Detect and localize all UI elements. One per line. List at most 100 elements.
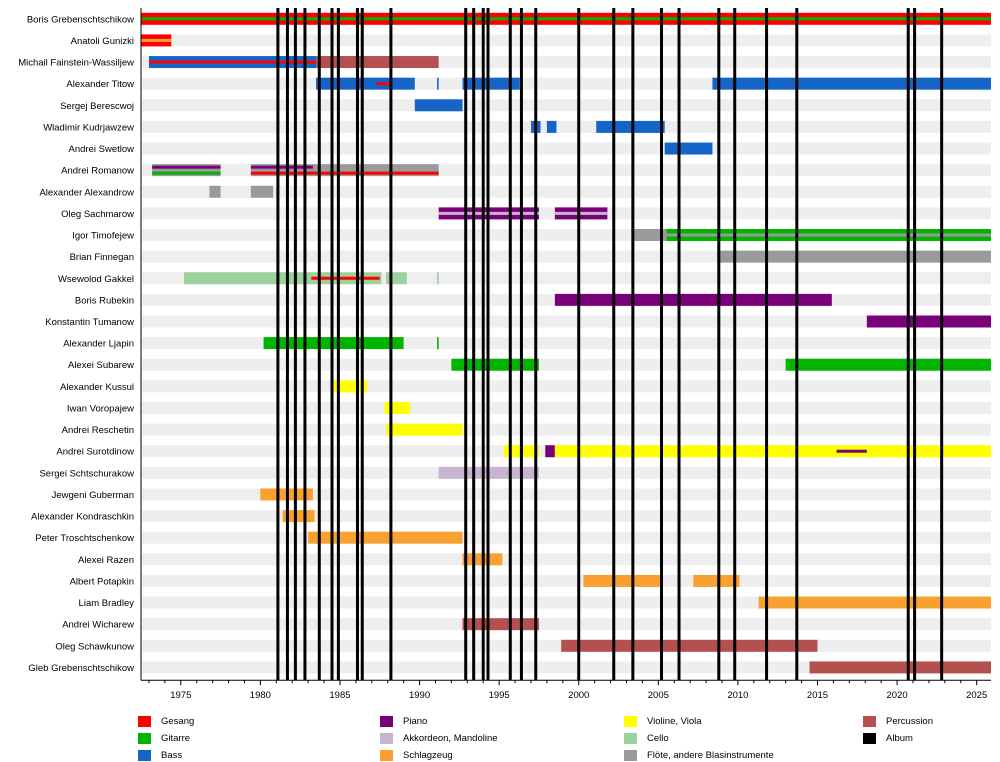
legend-swatch: [624, 749, 637, 761]
legend-item-bass: Bass: [138, 748, 182, 762]
member-label: Igor Timofejew: [72, 231, 134, 242]
member-label: Jewgeni Guberman: [52, 490, 134, 501]
bar-gitarre-accent: [152, 171, 221, 175]
album-line: [913, 8, 917, 681]
member-label: Albert Potapkin: [70, 576, 134, 587]
row-stripes: [141, 12, 991, 674]
row-stripe: [141, 488, 991, 501]
bar-bass: [712, 77, 991, 90]
bar-gesang-accent: [250, 171, 439, 175]
member-label: Gleb Grebenschtschikow: [28, 663, 134, 674]
member-label: Andrei Swetlow: [69, 144, 135, 155]
legend-item-cello: Cello: [624, 731, 669, 745]
bar-bass: [546, 120, 557, 133]
bar-floete: [250, 185, 274, 198]
member-label: Alexander Alexandrow: [39, 187, 134, 198]
album-line: [472, 8, 476, 681]
bar-floete-accent: [666, 233, 991, 237]
album-line: [336, 8, 340, 681]
member-label: Alexei Razen: [78, 555, 134, 566]
row-stripe: [141, 661, 991, 674]
row-stripe: [141, 358, 991, 371]
bar-percussion: [561, 639, 818, 652]
album-line: [717, 8, 721, 681]
x-tick-label: 1985: [329, 690, 350, 701]
album-line: [303, 8, 307, 681]
row-stripe: [141, 618, 991, 631]
member-label: Konstantin Tumanow: [45, 317, 134, 328]
bar-piano: [866, 315, 991, 328]
bar-violine: [384, 401, 411, 414]
legend-swatch: [624, 715, 637, 727]
bar-schlagzeug: [308, 531, 463, 544]
bar-piano-accent: [250, 165, 313, 169]
legend-label: Gitarre: [161, 732, 191, 744]
member-label: Sergei Schtschurakow: [39, 468, 134, 479]
bar-akkordeon-accent: [554, 211, 608, 215]
bar-gesang-accent: [311, 276, 380, 280]
legend-item-akkordeon: Akkordeon, Mandoline: [380, 731, 498, 745]
album-line: [733, 8, 737, 681]
bar-bass: [596, 120, 665, 133]
bar-gitarre: [437, 337, 439, 350]
member-label: Oleg Sachmarow: [61, 209, 134, 220]
row-stripe: [141, 185, 991, 198]
album-line: [534, 8, 538, 681]
bar-schlagzeug: [583, 574, 660, 587]
row-stripe: [141, 574, 991, 587]
member-label: Andrei Romanow: [61, 166, 134, 177]
album-line: [765, 8, 769, 681]
legend-swatch: [138, 715, 151, 727]
member-label: Wladimir Kudrjawzew: [43, 122, 134, 133]
bar-bass: [414, 99, 463, 112]
member-label: Wsewolod Gakkel: [58, 274, 134, 285]
album-line: [631, 8, 635, 681]
bar-percussion: [316, 56, 439, 69]
row-stripe: [141, 401, 991, 414]
row-stripe: [141, 380, 991, 393]
legend-label: Percussion: [886, 715, 933, 727]
row-stripe: [141, 315, 991, 328]
legend-item-album: Album: [863, 731, 913, 745]
x-tick-label: 1995: [489, 690, 510, 701]
bar-schlagzeug: [758, 596, 991, 609]
bar-floete: [209, 185, 221, 198]
row-stripe: [141, 510, 991, 523]
bar-floete: [717, 250, 991, 263]
bar-piano: [545, 445, 555, 458]
member-label: Alexander Kussul: [60, 382, 134, 393]
legend-swatch: [380, 749, 393, 761]
member-label: Alexander Titow: [66, 79, 134, 90]
band-timeline-chart: Boris Grebenschtschikow Anatoli Gunizki Mi…: [18, 8, 991, 701]
bar-gitarre: [785, 358, 991, 371]
album-line: [577, 8, 581, 681]
bar-bass: [664, 142, 713, 155]
legend-swatch: [863, 715, 876, 727]
x-tick-label: 2000: [568, 690, 589, 701]
member-label: Alexei Subarew: [68, 360, 134, 371]
bar-cello: [437, 272, 439, 285]
row-stripe: [141, 120, 991, 133]
bar-schlagzeug-accent: [141, 38, 172, 42]
member-label: Sergej Berescwoj: [60, 101, 134, 112]
album-line: [481, 8, 485, 681]
row-stripe: [141, 142, 991, 155]
member-label: Iwan Voropajew: [67, 403, 134, 414]
x-tick-label: 2025: [966, 690, 987, 701]
bar-gesang-accent: [376, 82, 390, 86]
x-tick-label: 2020: [887, 690, 908, 701]
legend-swatch: [863, 732, 876, 744]
x-tick-label: 2005: [648, 690, 669, 701]
row-stripe: [141, 466, 991, 479]
x-tick-label: 1975: [170, 690, 191, 701]
row-stripe: [141, 553, 991, 566]
member-label: Boris Rubekin: [75, 295, 134, 306]
row-stripe: [141, 423, 991, 436]
member-label: Andrei Wicharew: [62, 620, 134, 631]
legend-item-floete: Flöte, andere Blasinstrumente: [624, 748, 774, 762]
album-lines: [276, 8, 944, 681]
bar-violine: [386, 423, 463, 436]
bar-floete: [632, 229, 667, 242]
legend-item-gesang: Gesang: [138, 714, 194, 728]
member-label: Michail Fainstein-Wassiljew: [18, 58, 134, 69]
